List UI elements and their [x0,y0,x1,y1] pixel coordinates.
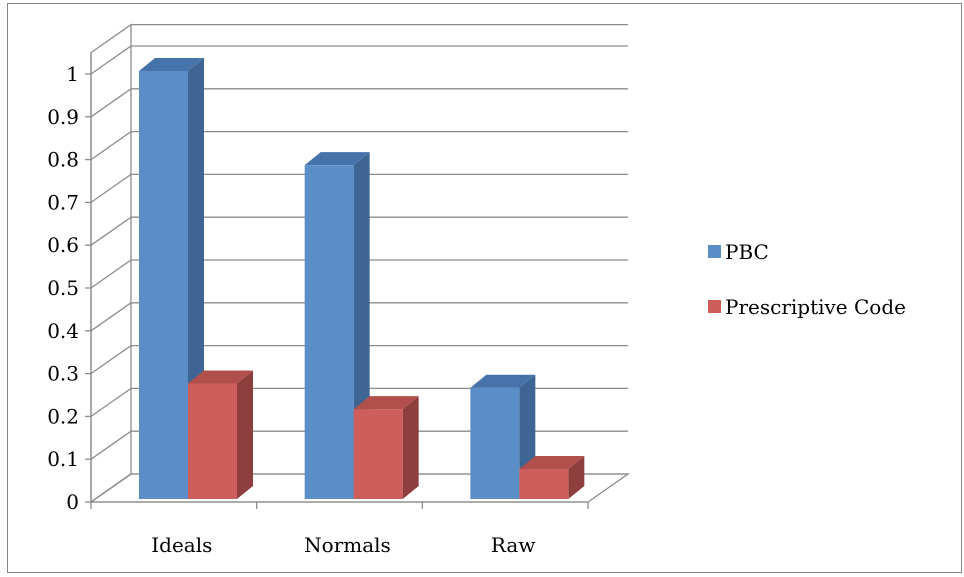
bar-top [188,370,253,384]
gridline-depth [90,45,132,75]
axes [85,52,589,509]
bar-front [188,383,237,499]
y-tick-label: 0 [66,490,79,514]
y-tick-label: 0.6 [47,233,79,257]
bar-prescriptive-code-ideals [188,370,253,499]
y-tick-label: 0.3 [47,362,79,386]
x-tick-label: Normals [304,533,391,557]
chart-frame: 0 0.1 0.2 0.3 0.4 0.5 0.6 0.7 0.8 0.9 1 Ideals Norm… [7,3,962,573]
legend-item: Prescriptive Code [708,295,906,319]
bar-front [353,409,403,499]
y-tick-label: 0.2 [47,404,79,428]
side-wall [90,23,132,504]
gridline-depth [90,302,132,332]
legend-item: PBC [708,240,769,264]
y-tick-label: 0.7 [47,190,79,214]
bar-prescriptive-code-raw [519,456,585,499]
x-tick-label: Ideals [151,533,212,557]
bar-top [353,396,419,410]
bar-pbc-ideals [139,58,204,499]
bars [139,58,585,499]
y-tick-label: 0.4 [47,319,79,343]
y-tick-label: 1 [66,62,79,86]
y-tick-labels: 0 0.1 0.2 0.3 0.4 0.5 0.6 0.7 0.8 0.9 1 [47,62,79,514]
legend-swatch [708,245,721,258]
bar-front [304,165,354,499]
gridline-depth [90,473,132,503]
y-tick-label: 0.5 [47,276,79,300]
x-tick-labels: Ideals Normals Raw [151,533,535,557]
gridline-depth [90,430,132,460]
x-tick-label: Raw [491,533,536,557]
bar-top [304,152,370,166]
legend-label: PBC [725,240,769,264]
bar-top [139,58,204,71]
gridline-depth [90,216,132,246]
gridline-depth [90,131,132,161]
legend: PBC Prescriptive Code [708,240,906,319]
gridline-depth [90,345,132,375]
y-tick-label: 0.8 [47,148,79,172]
bar-front [139,71,188,499]
bar-side [568,456,585,499]
bar-prescriptive-code-normals [353,396,419,499]
bar-top [470,374,536,388]
gridline-depth [90,173,132,203]
bar-top [519,456,585,470]
legend-label: Prescriptive Code [725,295,906,319]
bar-side [402,396,419,499]
gridline-depth [90,259,132,289]
y-tick-label: 0.1 [47,447,79,471]
y-tick-label: 0.9 [47,105,79,129]
gridline-depth [90,387,132,417]
legend-swatch [708,300,721,313]
bar-chart-3d: 0 0.1 0.2 0.3 0.4 0.5 0.6 0.7 0.8 0.9 1 Ideals Norm… [47,23,906,557]
bar-side [237,370,253,499]
bar-front [519,469,569,499]
gridline-depth [90,88,132,118]
bar-front [470,387,520,499]
